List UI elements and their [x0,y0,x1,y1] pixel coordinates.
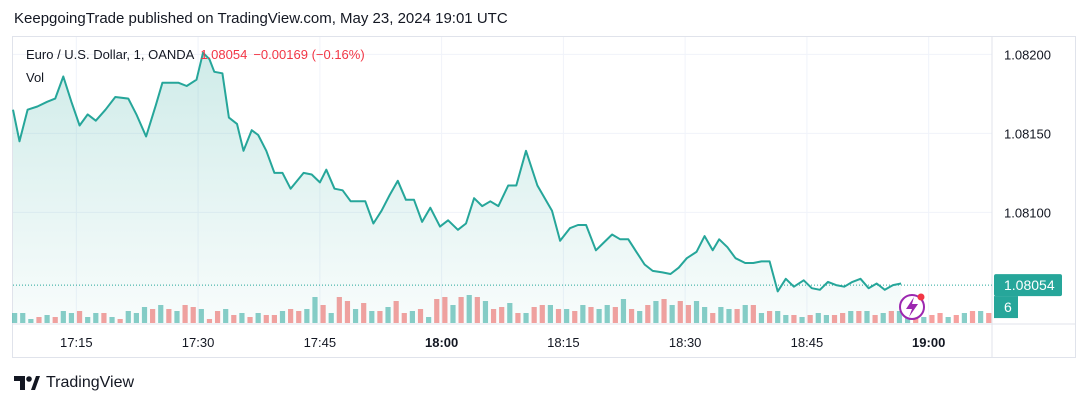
volume-bar [978,311,984,323]
time-tick-label: 17:15 [60,335,93,350]
time-tick-label: 19:00 [912,335,945,350]
price-change-pct: (−0.16%) [311,47,365,62]
last-price: 1.08054 [200,47,248,62]
volume-bar [953,315,959,323]
volume-bar [969,311,976,323]
price-line [12,51,902,293]
last-volume-tag: 6 [994,296,1018,319]
time-tick-label: 18:45 [791,335,824,350]
volume-bar [929,315,935,323]
volume-bar [961,313,967,323]
price-tick-label: 1.08150 [1004,126,1051,141]
price-area-fill [13,52,902,324]
volume-bar [921,317,927,323]
volume-bar [937,313,943,323]
published-line: KeepgoingTrade published on TradingView.… [14,10,508,27]
price-axis: 1.08200 1.08150 1.08100 [1004,47,1051,220]
last-price-label: 1.08054 [1004,277,1055,293]
time-axis: 17:15 17:30 17:45 18:00 18:15 18:30 18:45 19:00 [60,335,945,350]
volume-indicator-label[interactable]: Vol [26,70,45,85]
tradingview-logo-icon [14,376,40,390]
time-tick-label: 18:30 [669,335,702,350]
footer-brand: TradingView [14,374,134,392]
symbol-name[interactable]: Euro / U.S. Dollar, 1, OANDA [26,47,195,62]
price-tick-label: 1.08100 [1004,205,1051,220]
time-tick-label: 18:00 [425,335,458,350]
brand-name: TradingView [46,374,135,391]
last-price-tag: 1.08054 [994,274,1062,297]
lightning-icon[interactable] [899,293,925,320]
price-change: −0.00169 [253,47,308,62]
time-tick-label: 17:30 [182,335,215,350]
price-tick-label: 1.08200 [1004,47,1051,62]
last-volume-label: 6 [1004,299,1012,315]
time-tick-label: 18:15 [547,335,580,350]
chart-legend: Euro / U.S. Dollar, 1, OANDA 1.08054 −0.00… [26,47,365,62]
volume-bar [986,313,992,323]
time-tick-label: 17:45 [304,335,337,350]
volume-bar [945,317,951,323]
chart-frame[interactable] [12,36,1076,358]
